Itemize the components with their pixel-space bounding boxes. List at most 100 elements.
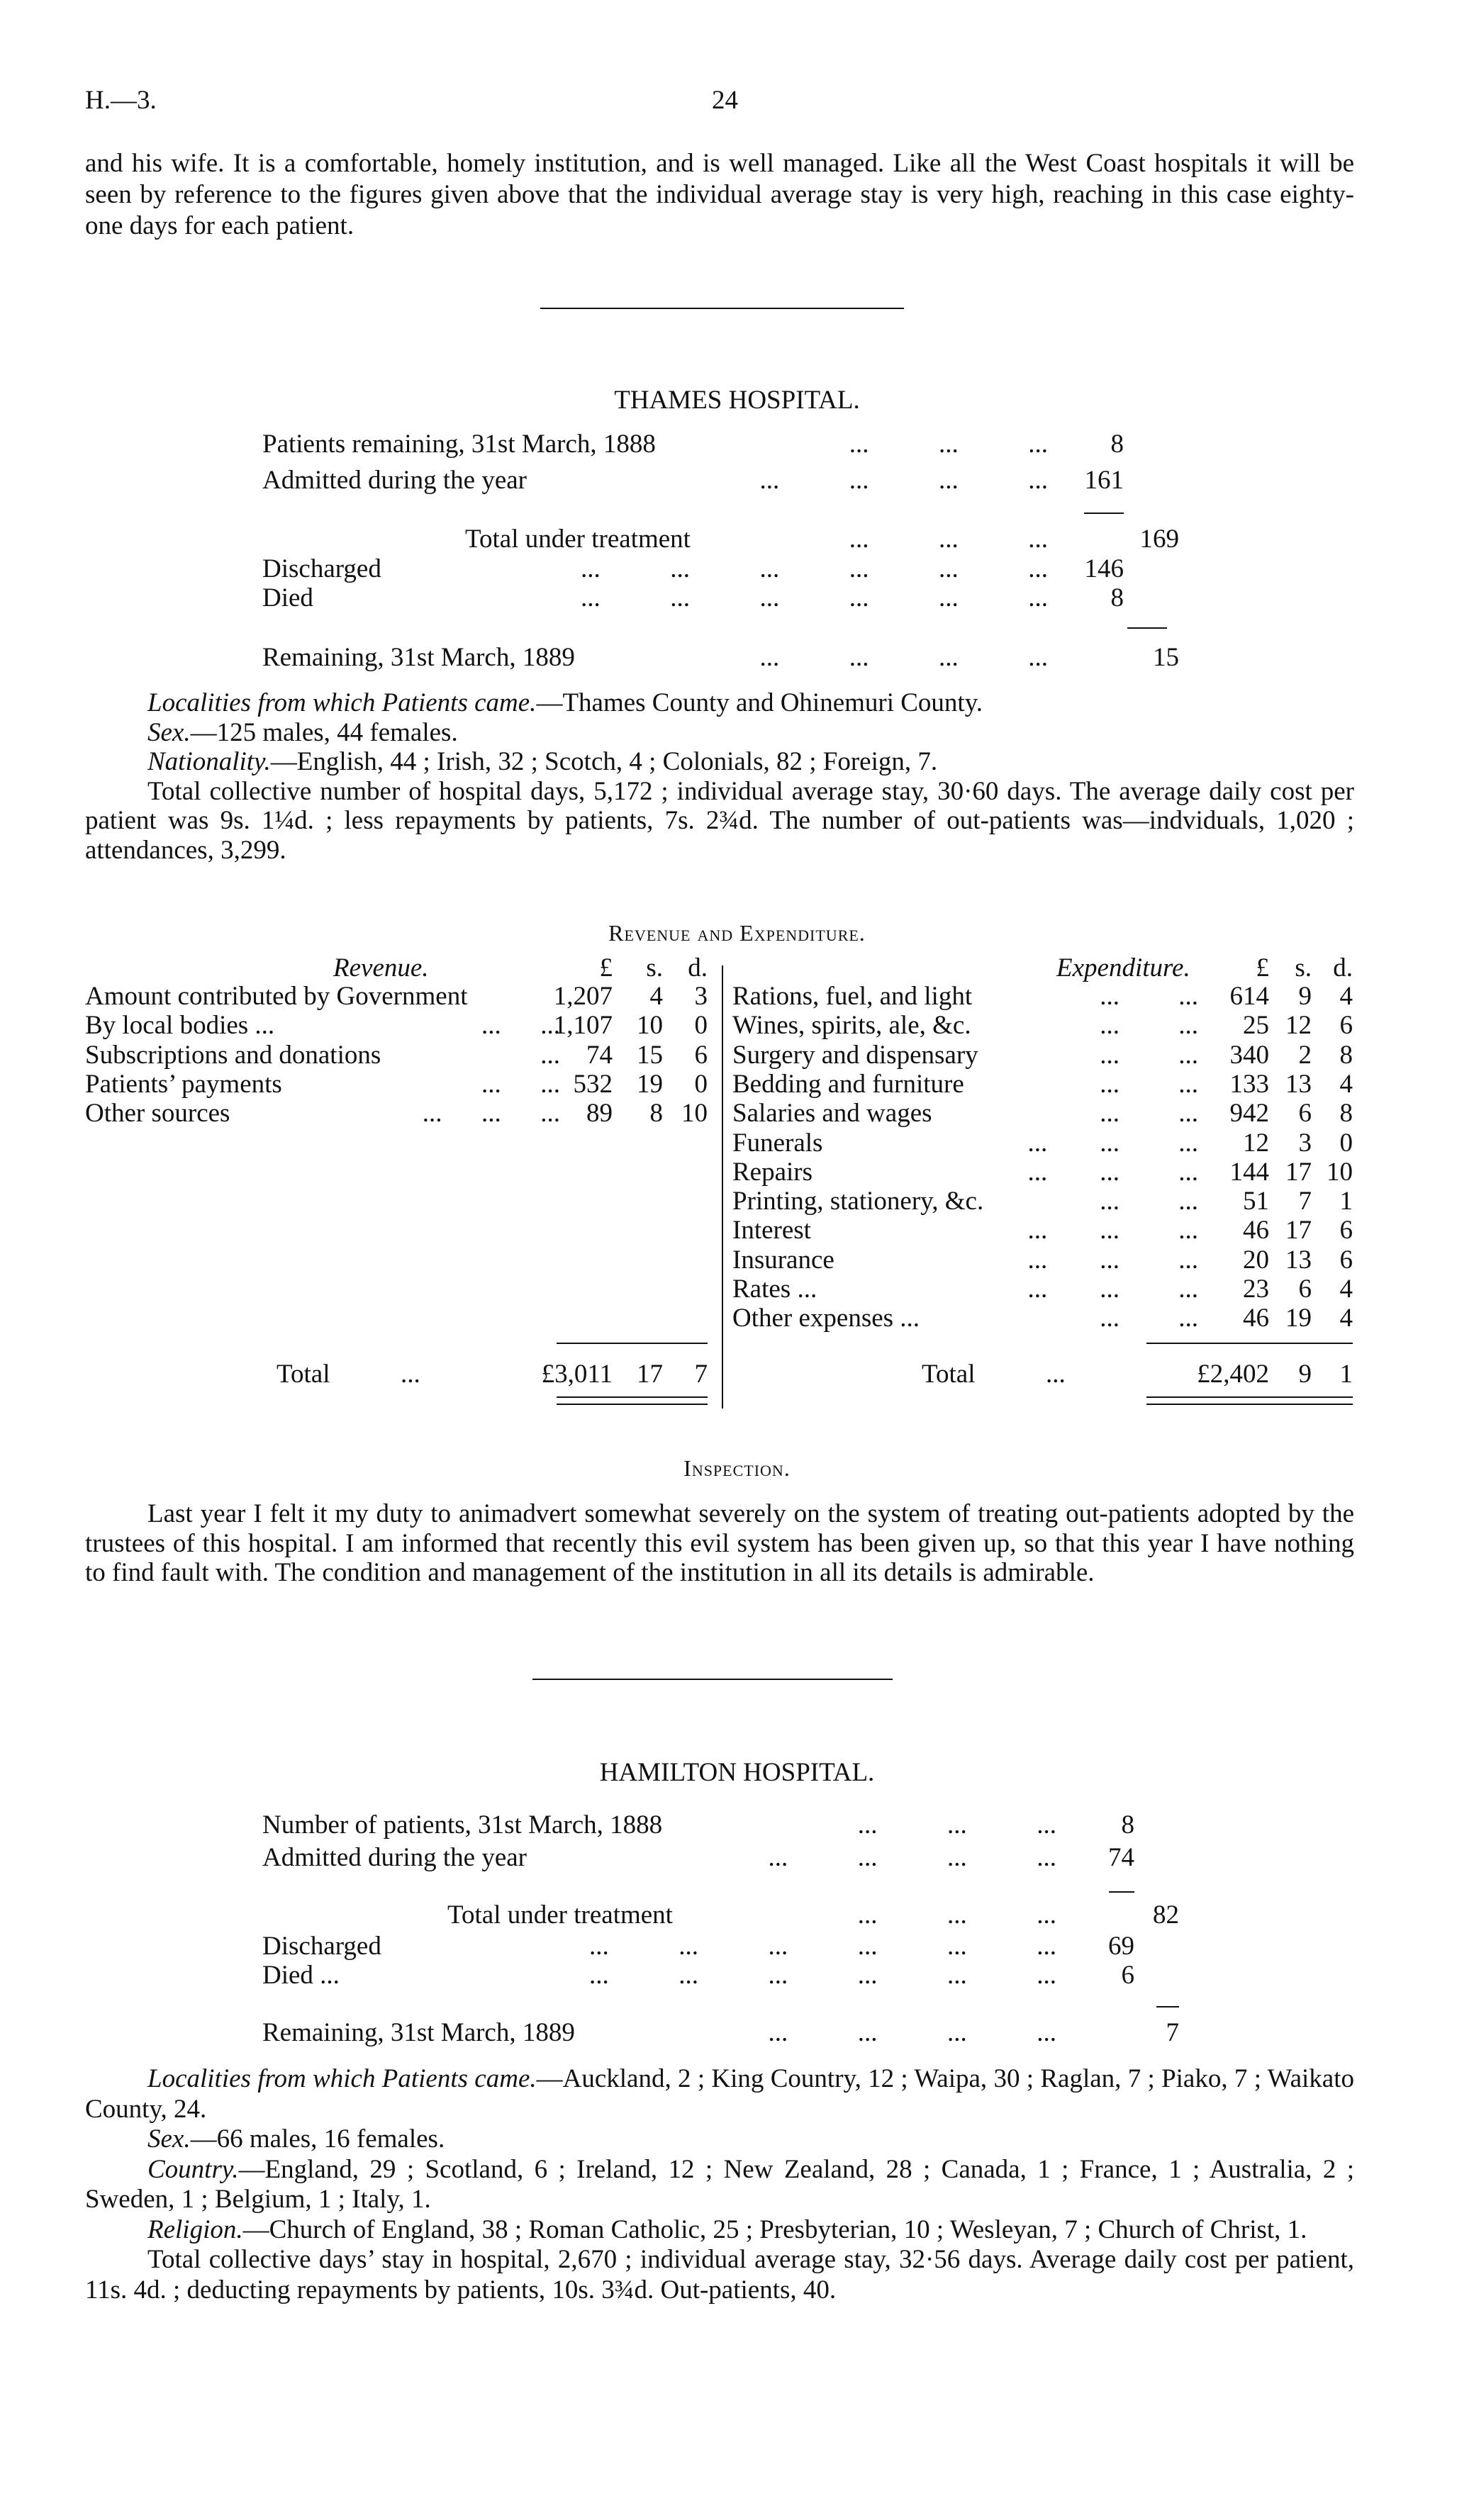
total-rule (557, 1343, 708, 1344)
total-pounds: £3,011 (541, 1360, 613, 1389)
amount-pounds: 25 (1243, 1011, 1269, 1041)
nationality-label: Nationality. (147, 747, 271, 776)
page-number: 24 (712, 86, 738, 115)
amount-shillings: 13 (1285, 1069, 1312, 1099)
stat-label: Number of patients, 31st March, 1888 (262, 1810, 663, 1839)
leader-dots: ... ... (481, 1069, 560, 1099)
amount-shillings: 12 (1285, 1011, 1312, 1041)
localities-text: —Auckland, 2 ; King Country, 12 ; Waipa,… (85, 2064, 1354, 2124)
stat-value: 8 (1110, 583, 1124, 612)
total-label: Total (922, 1360, 976, 1389)
leader-dots: ... ... ... ... (759, 643, 1049, 672)
stat-value: 69 (1108, 1932, 1134, 1961)
amount-pounds: 144 (1229, 1157, 1270, 1187)
hamilton-summary: Total collective days’ stay in hospital,… (85, 2245, 1354, 2305)
stat-value: 161 (1084, 466, 1124, 495)
stat-value: 169 (1139, 525, 1180, 554)
leader-dots: ... ... ... (1027, 1157, 1199, 1187)
line-item-label: Other expenses ... (732, 1304, 920, 1333)
stat-label: Total under treatment (447, 1900, 673, 1930)
stat-value: 146 (1084, 554, 1124, 583)
amount-pounds: 89 (586, 1099, 613, 1129)
stat-value: 7 (1166, 2018, 1180, 2047)
line-item-label: Surgery and dispensary (732, 1040, 978, 1070)
document-reference: H.—3. (85, 86, 157, 115)
total-double-rule (1146, 1404, 1353, 1405)
stat-value: 8 (1110, 430, 1124, 459)
sex-label: Sex. (147, 717, 191, 747)
leader-dots: ... ... ... (1027, 1275, 1199, 1304)
thames-details: Localities from which Patients came.—Tha… (85, 688, 1354, 865)
amount-pence: 8 (1339, 1099, 1353, 1129)
amount-pence: 0 (1339, 1128, 1353, 1158)
line-item-label: Repairs (732, 1157, 813, 1187)
amount-shillings: 9 (1298, 982, 1312, 1011)
shillings-header: s. (1295, 953, 1312, 982)
leader-dots: ... (401, 1360, 420, 1389)
revenue-header: Revenue. (333, 953, 429, 982)
line-item-label: Bedding and furniture (732, 1069, 964, 1099)
amount-shillings: 17 (1285, 1157, 1312, 1187)
pounds-header: £ (599, 953, 613, 982)
localities-text: —Thames County and Ohinemuri County. (536, 688, 983, 717)
stat-label: Discharged (262, 554, 381, 583)
stat-label: Admitted during the year (262, 466, 527, 495)
amount-pounds: 1,107 (553, 1011, 613, 1041)
leader-dots: ... ... (1100, 1099, 1198, 1129)
amount-shillings: 3 (1298, 1128, 1312, 1158)
country-text: —England, 29 ; Scotland, 6 ; Ireland, 12… (85, 2154, 1354, 2214)
line-item-label: Printing, stationery, &c. (732, 1187, 984, 1216)
expenditure-header: Expenditure. (1056, 953, 1190, 982)
line-item-label: Other sources (85, 1099, 230, 1129)
amount-shillings: 19 (637, 1069, 663, 1099)
leader-dots: ... ... ... ... (768, 1843, 1057, 1872)
leader-dots: ... ... ... ... (759, 466, 1049, 495)
amount-pence: 6 (1339, 1245, 1353, 1275)
amount-pence: 4 (1339, 1304, 1353, 1333)
amount-pence: 3 (694, 982, 708, 1011)
amount-shillings: 13 (1285, 1245, 1312, 1275)
leader-dots: ... ... ... (1027, 1216, 1199, 1245)
total-double-rule (557, 1404, 708, 1405)
leader-dots: ... ... ... (1027, 1245, 1199, 1275)
leader-dots: ... ... (1100, 1011, 1198, 1041)
amount-pence: 0 (694, 1011, 708, 1041)
line-item-label: Rations, fuel, and light (732, 982, 973, 1011)
leader-dots: ... ... (1100, 1304, 1198, 1333)
total-double-rule (557, 1396, 708, 1398)
total-pence: 7 (694, 1360, 708, 1389)
amount-pounds: 942 (1229, 1099, 1270, 1129)
line-item-label: By local bodies ... (85, 1011, 275, 1041)
stat-label: Died ... (262, 1961, 340, 1990)
amount-shillings: 10 (637, 1011, 663, 1041)
finance-heading: Revenue and Expenditure. (608, 920, 866, 946)
amount-pence: 0 (694, 1069, 708, 1099)
amount-pounds: 51 (1243, 1187, 1269, 1216)
section-divider (540, 308, 904, 309)
leader-dots: ... ... (1100, 1069, 1198, 1099)
sex-label: Sex. (147, 2124, 191, 2154)
leader-dots: ... ... (1100, 982, 1198, 1011)
amount-pence: 10 (1327, 1157, 1353, 1187)
section-divider (532, 1679, 893, 1680)
amount-shillings: 6 (1298, 1275, 1312, 1304)
stat-label: Discharged (262, 1932, 381, 1961)
stat-value: 74 (1108, 1843, 1134, 1872)
line-item-label: Subscriptions and donations (85, 1040, 381, 1070)
amount-shillings: 8 (649, 1099, 664, 1129)
sum-rule (1127, 627, 1167, 629)
leader-dots: ... ... ... (857, 1900, 1056, 1930)
sum-rule (1109, 1891, 1134, 1893)
nationality-text: —English, 44 ; Irish, 32 ; Scotch, 4 ; C… (270, 747, 938, 776)
shillings-header: s. (646, 953, 663, 982)
leader-dots: ... ... ... ... ... ... (589, 1932, 1056, 1961)
sum-rule (1084, 513, 1124, 514)
amount-pounds: 74 (586, 1040, 613, 1070)
total-shillings: 9 (1298, 1360, 1312, 1389)
localities-label: Localities from which Patients came. (147, 2064, 537, 2093)
amount-pence: 10 (681, 1099, 708, 1129)
amount-pounds: 12 (1243, 1128, 1269, 1158)
leader-dots: ... ... ... ... (768, 2018, 1057, 2047)
thames-summary: Total collective number of hospital days… (85, 776, 1354, 865)
leader-dots: ... ... ... ... ... ... (581, 554, 1048, 583)
